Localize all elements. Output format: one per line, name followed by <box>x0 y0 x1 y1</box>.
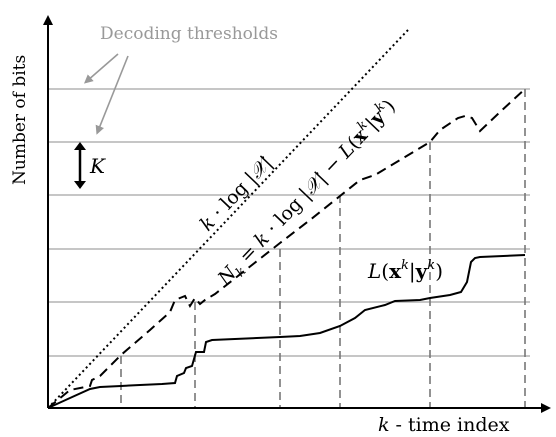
upper-bound-line <box>47 29 409 409</box>
decoding-time-markers <box>120 89 526 408</box>
conditional-info-line <box>47 254 526 409</box>
thresholds-arrow <box>83 53 119 84</box>
threshold-grid-lines <box>48 88 530 357</box>
k-step-label: K <box>89 154 106 178</box>
x-axis-label: k - time index <box>378 414 510 436</box>
thresholds-arrow <box>95 55 129 135</box>
thresholds-annotation: Decoding thresholds <box>100 24 278 44</box>
conditional-info-label: L(xk|yk) <box>367 258 443 284</box>
y-axis-label: Number of bits <box>10 55 30 185</box>
k-step-indicator: K <box>74 142 106 189</box>
nk-dashed-line <box>47 88 526 409</box>
